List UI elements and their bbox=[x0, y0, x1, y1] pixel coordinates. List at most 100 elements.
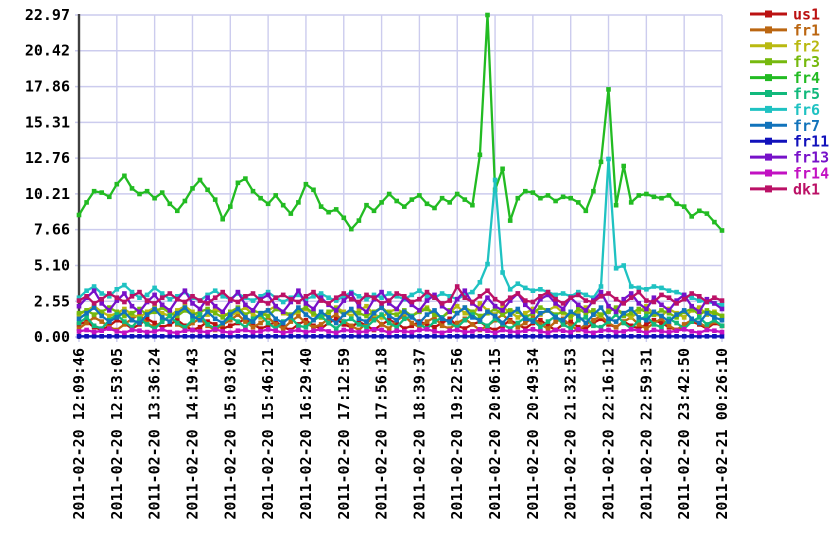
series-fr1-marker bbox=[507, 319, 513, 324]
series-dk1-marker bbox=[394, 291, 399, 296]
series-dk1-marker bbox=[311, 289, 316, 295]
series-fr4-marker bbox=[719, 228, 725, 233]
series-fr7-marker bbox=[212, 316, 218, 322]
series-fr11-marker bbox=[107, 334, 112, 339]
series-dk1-marker bbox=[689, 291, 694, 296]
series-dk1-marker bbox=[583, 298, 589, 303]
series-fr11-marker bbox=[364, 334, 369, 339]
series-fr6-marker bbox=[674, 289, 679, 295]
series-fr1-marker bbox=[659, 316, 664, 322]
series-fr4-marker bbox=[447, 200, 452, 205]
y-tick-label: 10.21 bbox=[25, 185, 70, 203]
series-dk1-marker bbox=[250, 291, 256, 296]
series-fr4-marker bbox=[318, 204, 324, 209]
series-fr6-marker bbox=[107, 294, 112, 299]
series-fr11-marker bbox=[417, 334, 422, 339]
series-fr5-marker bbox=[152, 326, 157, 331]
series-fr7-marker bbox=[99, 313, 104, 319]
series-dk1-marker bbox=[228, 296, 233, 302]
series-fr1-marker bbox=[545, 326, 551, 331]
series-fr1-marker bbox=[432, 315, 437, 320]
series-fr2-marker bbox=[144, 309, 150, 315]
series-fr5-marker bbox=[583, 315, 589, 320]
legend-label-dk1: dk1 bbox=[793, 180, 820, 198]
series-fr14-marker bbox=[439, 330, 445, 336]
series-fr2-marker bbox=[258, 315, 263, 320]
series-dk1-marker bbox=[190, 294, 195, 299]
series-fr1-marker bbox=[568, 323, 573, 329]
series-fr13-marker bbox=[137, 309, 142, 315]
series-us1-marker bbox=[273, 319, 278, 324]
series-fr6-marker bbox=[424, 294, 430, 299]
series-fr14-marker bbox=[681, 327, 687, 332]
series-fr4-marker bbox=[477, 152, 483, 158]
series-fr7-marker bbox=[644, 317, 649, 323]
series-fr4-marker bbox=[159, 190, 165, 195]
y-tick-label: 20.42 bbox=[25, 42, 70, 60]
series-fr1-marker bbox=[228, 317, 233, 323]
series-fr14-marker bbox=[386, 330, 392, 336]
series-fr6-marker bbox=[560, 291, 566, 296]
series-fr14-marker bbox=[137, 328, 142, 333]
series-fr7-marker bbox=[613, 319, 619, 324]
series-fr6-marker bbox=[394, 294, 399, 299]
x-tick-label: 2011-02-20 20:49:34 bbox=[524, 348, 542, 520]
series-fr3-marker bbox=[122, 313, 127, 319]
series-fr11-marker bbox=[454, 334, 460, 339]
series-fr5-marker bbox=[386, 320, 392, 326]
series-fr1-marker bbox=[273, 322, 278, 327]
series-fr6-marker bbox=[205, 292, 210, 298]
series-fr11-marker bbox=[477, 334, 483, 339]
series-dk1-marker bbox=[280, 292, 286, 298]
series-fr4-marker bbox=[364, 202, 369, 208]
series-fr14-marker bbox=[523, 328, 528, 333]
series-fr13-marker bbox=[492, 303, 498, 309]
series-fr2-marker bbox=[697, 305, 702, 310]
series-fr11-marker bbox=[704, 334, 710, 339]
series-fr1-marker bbox=[470, 322, 475, 327]
series-fr5-marker bbox=[697, 315, 702, 320]
series-dk1-marker bbox=[545, 289, 551, 295]
legend-item-fr4: fr4 bbox=[750, 69, 820, 87]
series-fr2-marker bbox=[462, 310, 468, 316]
series-fr3-marker bbox=[167, 310, 173, 316]
series-fr11-marker bbox=[212, 334, 218, 339]
series-fr7-marker bbox=[606, 316, 611, 322]
series-dk1-marker bbox=[364, 292, 369, 298]
series-fr11-marker bbox=[311, 334, 316, 339]
series-fr5-marker bbox=[333, 326, 339, 331]
legend-marker-fr14 bbox=[765, 169, 772, 177]
series-fr5-marker bbox=[197, 312, 203, 317]
series-fr2-marker bbox=[644, 303, 649, 309]
series-fr5-marker bbox=[394, 324, 399, 330]
series-fr3-marker bbox=[719, 313, 725, 319]
series-fr7-marker bbox=[159, 315, 165, 320]
x-tick-label: 2011-02-20 17:12:59 bbox=[335, 348, 353, 520]
series-fr1-marker bbox=[386, 326, 392, 331]
series-fr13-marker bbox=[364, 309, 369, 315]
series-dk1-marker bbox=[523, 298, 528, 303]
series-fr4-marker bbox=[99, 190, 104, 195]
series-fr7-marker bbox=[492, 313, 498, 319]
series-fr6-marker bbox=[137, 295, 142, 300]
series-fr7-marker bbox=[280, 320, 286, 326]
series-fr11-marker bbox=[326, 334, 331, 339]
series-fr6-marker bbox=[651, 284, 657, 289]
series-fr7-marker bbox=[545, 308, 551, 313]
series-fr14-marker bbox=[507, 329, 513, 334]
series-fr11-marker bbox=[697, 334, 702, 339]
series-fr11-marker bbox=[576, 334, 581, 339]
series-fr5-marker bbox=[674, 320, 679, 326]
series-dk1-marker bbox=[107, 291, 112, 296]
series-dk1-marker bbox=[515, 291, 521, 296]
legend-marker-dk1 bbox=[765, 185, 772, 193]
series-fr3-marker bbox=[265, 313, 271, 319]
series-fr5-marker bbox=[228, 315, 233, 320]
series-fr13-marker bbox=[651, 295, 657, 300]
series-fr5-marker bbox=[402, 316, 407, 322]
series-fr3-marker bbox=[311, 310, 316, 316]
series-fr13-marker bbox=[636, 301, 642, 306]
series-dk1-marker bbox=[439, 301, 445, 306]
series-fr7-marker bbox=[568, 309, 573, 315]
series-fr13-marker bbox=[182, 288, 188, 293]
